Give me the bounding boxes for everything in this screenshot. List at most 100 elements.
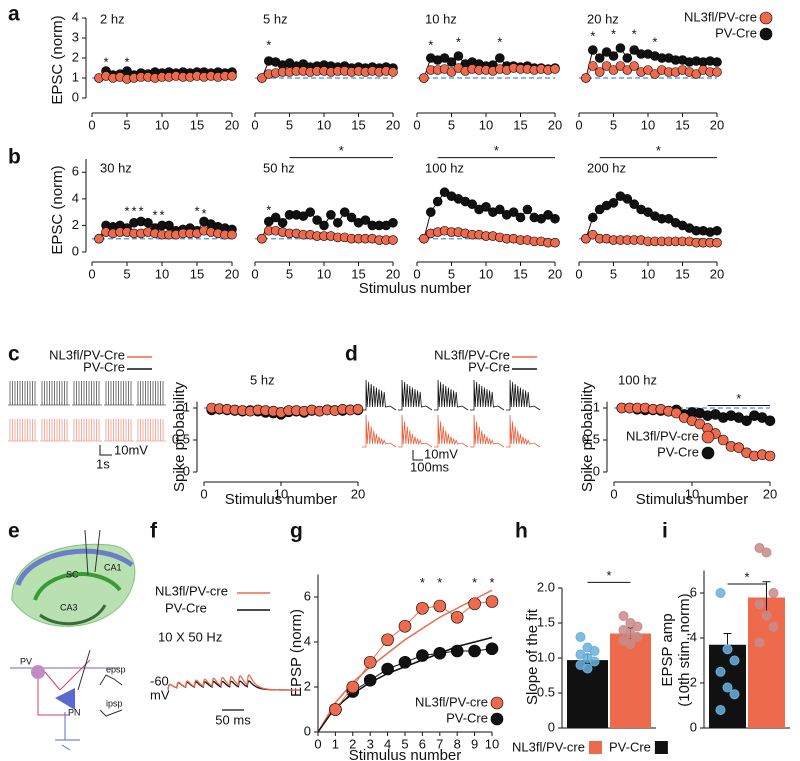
spike-trace	[362, 379, 541, 411]
circuit-diagram: PV PN epsp ipsp	[10, 649, 126, 751]
annotation: *	[420, 575, 425, 590]
annotation: *	[124, 204, 129, 219]
data-point	[587, 212, 598, 223]
x-tick-label: 15	[513, 117, 527, 132]
individual-point	[754, 543, 765, 553]
x-tick-label: 10	[479, 266, 493, 281]
data-point	[388, 217, 398, 228]
data-point	[550, 213, 560, 224]
individual-point	[632, 632, 643, 642]
individual-point	[715, 588, 726, 598]
data-point	[94, 233, 104, 244]
x-tick-label: 20	[763, 486, 777, 501]
x-tick-label: 0	[88, 266, 95, 281]
panel-label: e	[8, 520, 20, 543]
x-tick-label: 5	[286, 117, 293, 132]
scale-label: 10mV	[114, 442, 148, 457]
data-point	[416, 649, 429, 662]
y-tick-label: 1	[593, 399, 600, 414]
chart-title: 20 hz	[587, 11, 619, 26]
data-point	[712, 57, 722, 67]
y-axis-label: (10th stim.,norm)	[676, 593, 693, 706]
annotation: *	[152, 208, 157, 223]
legend-label: PV-Cre	[83, 359, 125, 374]
data-point	[550, 237, 560, 248]
x-tick-label: 20	[710, 117, 724, 132]
data-point	[481, 202, 491, 212]
data-point	[388, 67, 398, 77]
legend-marker	[759, 27, 773, 41]
legend-label: NL3fl/PV-cre	[684, 9, 757, 24]
legend-label: NL3fl/PV-cre	[512, 739, 585, 754]
significance-label: *	[494, 143, 499, 158]
legend-label: NL3fl/PV-Cre	[49, 347, 125, 362]
data-point	[629, 61, 640, 71]
x-tick-label: 0	[251, 117, 258, 132]
x-tick-label: 7	[436, 736, 443, 751]
y-tick-label: 3	[72, 29, 79, 44]
legend-label: PV-Cre	[609, 739, 651, 754]
legend-label: NL3fl/PV-Cre	[434, 347, 510, 362]
data-point	[550, 64, 560, 74]
epsp-sketch	[99, 674, 123, 686]
y-tick-label: 2	[72, 49, 79, 64]
individual-point	[575, 632, 586, 642]
chart-title: 5 hz	[250, 372, 275, 387]
y-tick-label: 4	[72, 9, 79, 24]
annotation: *	[159, 208, 164, 223]
y-tick-label: 0.5	[537, 684, 555, 699]
y-axis-label: EPSP (norm)	[288, 609, 305, 697]
chart-title: 50 hz	[263, 160, 295, 175]
electrode	[84, 529, 89, 576]
x-tick-label: 8	[454, 736, 461, 751]
y-tick-label: 6	[72, 164, 79, 179]
x-tick-label: 4	[384, 736, 391, 751]
x-tick-label: 10	[317, 266, 331, 281]
x-tick-label: 20	[386, 266, 400, 281]
x-tick-label: 20	[548, 117, 562, 132]
x-tick-label: 10	[485, 736, 499, 751]
y-tick-label: 0	[72, 243, 79, 258]
annotation: *	[489, 575, 494, 590]
panel-label: h	[515, 520, 528, 543]
y-tick-label: 2	[72, 217, 79, 232]
y-tick-label: 6	[690, 584, 697, 599]
data-point	[494, 204, 505, 215]
x-tick-label: 20	[225, 117, 239, 132]
x-tick-label: 15	[675, 266, 689, 281]
x-tick-label: 10	[274, 486, 288, 501]
x-tick-label: 10	[317, 117, 331, 132]
epsp-trace	[167, 680, 300, 691]
legend-marker	[490, 712, 504, 726]
data-point	[398, 619, 412, 633]
data-point	[419, 73, 429, 83]
data-point	[433, 646, 447, 660]
y-tick-label: 0	[183, 463, 190, 478]
x-tick-label: 6	[419, 736, 426, 751]
x-tick-label: 5	[286, 266, 293, 281]
x-tick-label: 0	[251, 266, 258, 281]
data-point	[346, 212, 357, 223]
annotation: *	[266, 202, 271, 217]
chart-title: 5 hz	[263, 11, 288, 26]
y-axis-label: EPSC (norm)	[49, 15, 66, 104]
x-axis-label: Stimulus number	[225, 491, 338, 508]
data-point	[629, 199, 640, 209]
data-point	[305, 207, 316, 217]
individual-point	[715, 705, 726, 715]
individual-point	[632, 621, 643, 632]
data-point	[419, 233, 429, 244]
data-point	[594, 67, 605, 77]
protocol-label: 10 X 50 Hz	[158, 629, 222, 644]
data-point	[388, 235, 398, 245]
scale-label: 1s	[96, 456, 110, 471]
individual-point	[625, 639, 636, 649]
data-point	[450, 610, 464, 624]
data-point	[485, 642, 499, 656]
electrode	[94, 529, 101, 573]
y-tick-label: 0	[72, 89, 79, 104]
annotation: *	[266, 37, 271, 52]
y-axis-label: EPSP amp	[659, 613, 676, 686]
individual-point	[729, 689, 740, 700]
y-tick-label: 4	[72, 190, 79, 205]
